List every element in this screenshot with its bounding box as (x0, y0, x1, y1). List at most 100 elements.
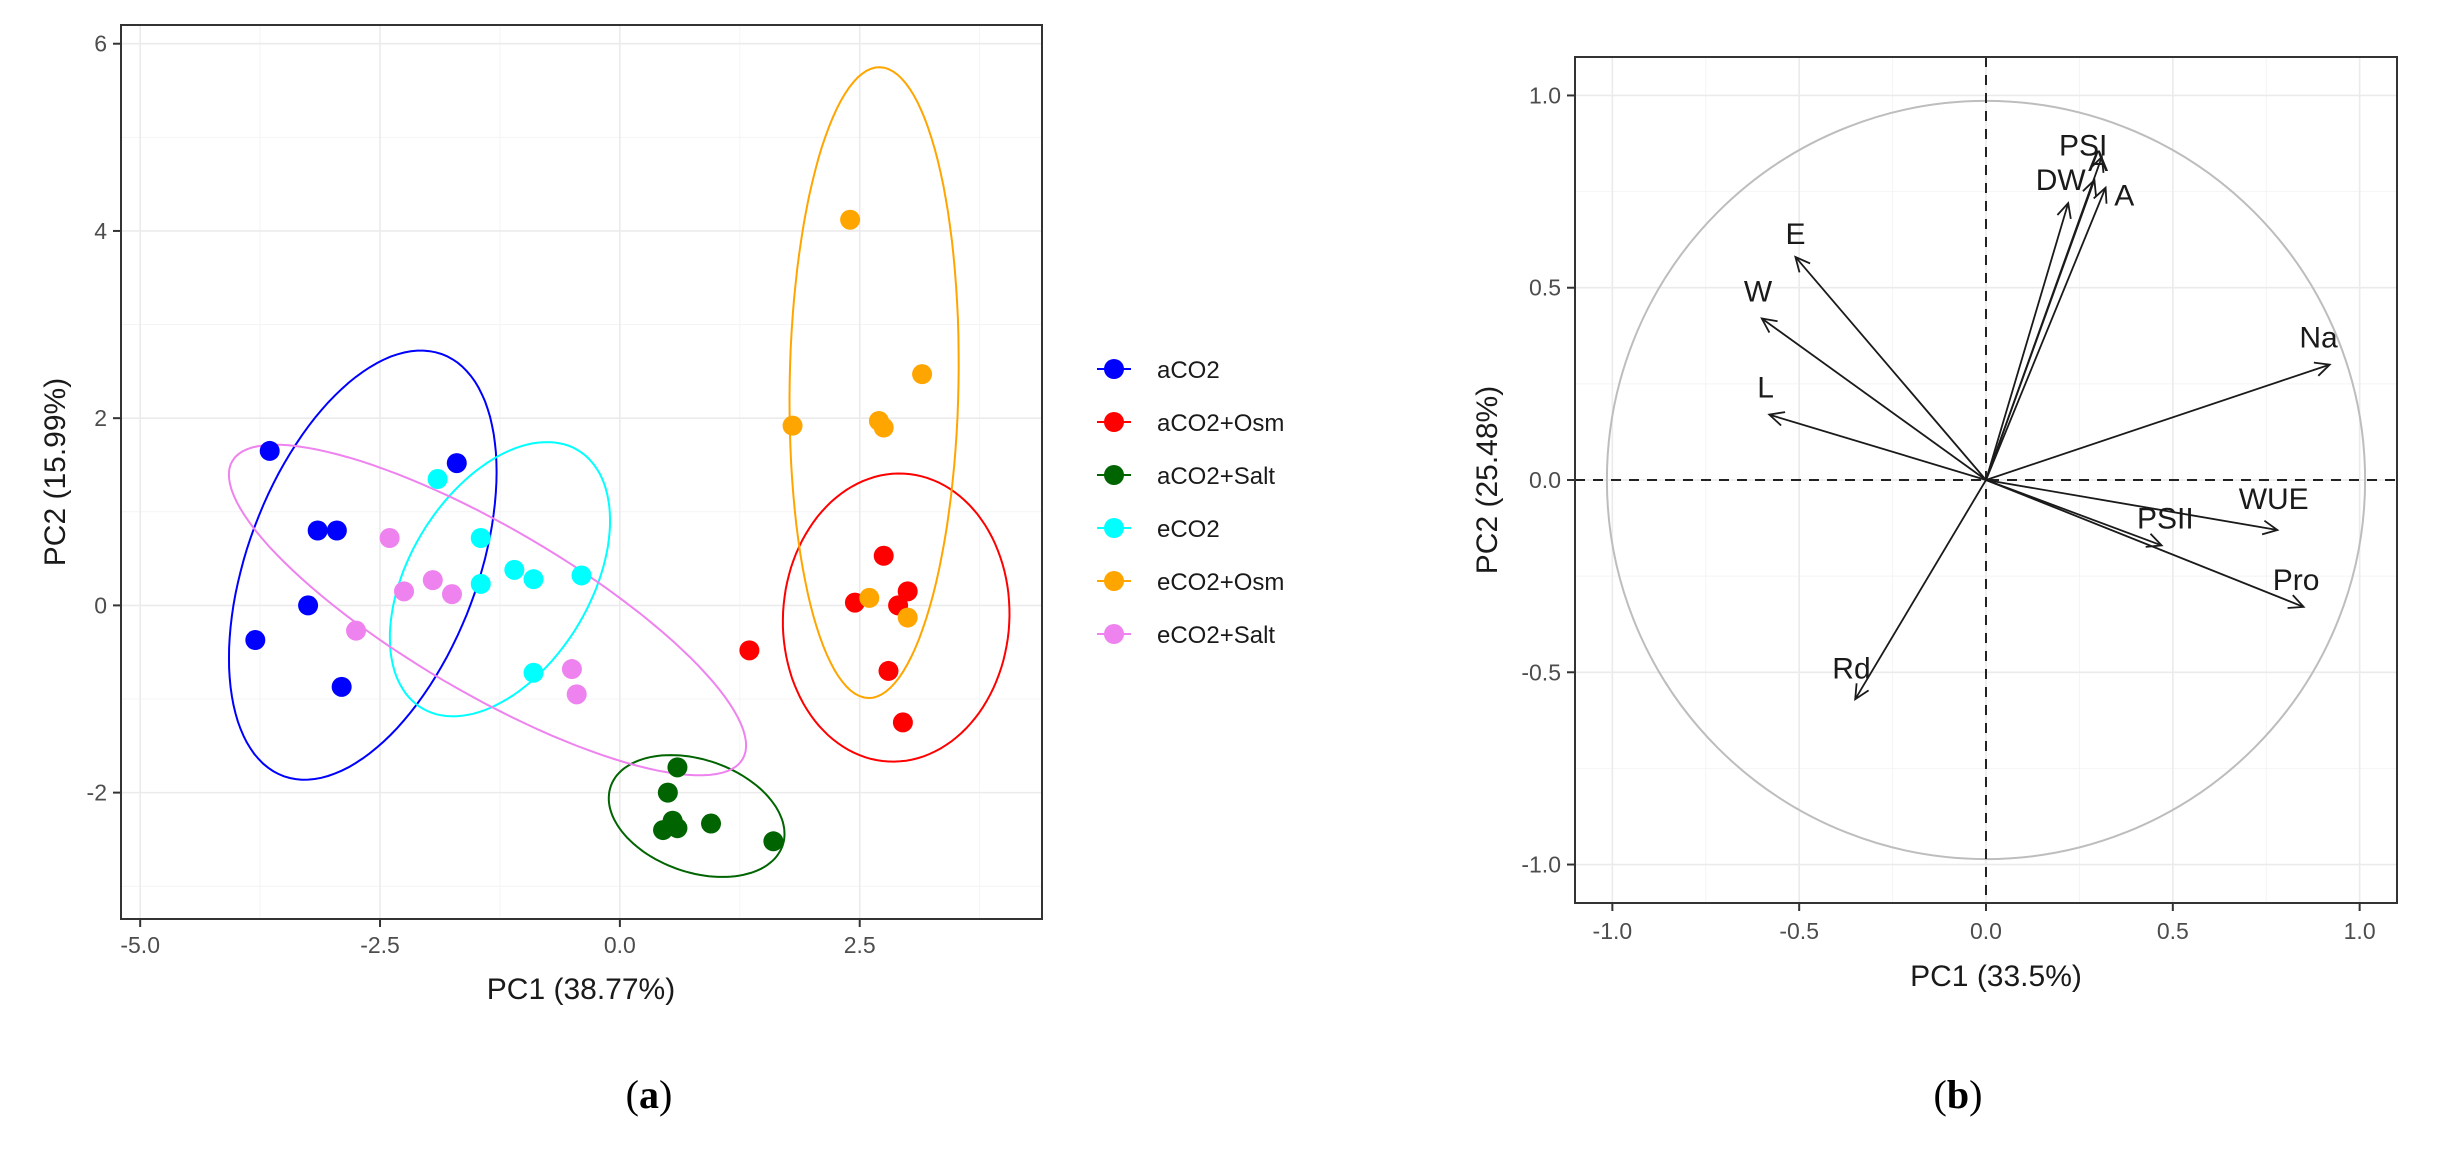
point-eCO2 (523, 569, 544, 590)
vector-L (1769, 413, 1987, 481)
vector-A (1985, 187, 2107, 481)
point-eCO2+Salt (441, 584, 462, 605)
vector-arrowhead-A (2082, 178, 2097, 197)
point-eCO2+Salt (566, 684, 587, 705)
point-aCO2 (446, 453, 467, 474)
point-aCO2 (259, 440, 280, 461)
vector-arrowhead-W (1760, 317, 1778, 334)
vector-A (1985, 179, 2096, 481)
vector-arrowhead-Na (2313, 361, 2332, 377)
vector-arrowhead-WUE (2261, 519, 2280, 536)
legend-label: aCO2 (1157, 357, 1220, 384)
legend-key-aCO2+Osm (1104, 412, 1124, 432)
ellipse-eCO2+Osm (788, 66, 960, 700)
panel-a-x-axis-title: PC1 (38.77%) (487, 973, 675, 1006)
point-aCO2+Osm (878, 660, 899, 681)
panel-b-y-axis-title: PC2 (25.48%) (1471, 386, 1504, 574)
caption-b-letter: b (1947, 1072, 1969, 1117)
x-tick-label: 0.5 (2157, 918, 2189, 944)
vector-arrowhead-L (1767, 411, 1786, 427)
vector-arrowhead-A (2093, 185, 2108, 204)
panel-a-legend: aCO2 aCO2+Osm aCO2+Salt eCO2 eCO2+Osm eCO2+Sa… (1097, 357, 1284, 649)
point-aCO2+Salt (701, 813, 722, 834)
legend-label: eCO2 (1157, 516, 1220, 543)
point-eCO2 (504, 559, 525, 580)
vector-label: PSII (2137, 502, 2194, 535)
ellipse-eCO2+Salt (227, 443, 748, 777)
legend-label: aCO2+Salt (1157, 463, 1275, 490)
vector-label: DW (2036, 164, 2087, 197)
vector-arrowhead-DW (2056, 201, 2072, 220)
legend-label: aCO2+Osm (1157, 410, 1284, 437)
vector-label: WUE (2239, 483, 2309, 516)
point-eCO2+Osm (840, 209, 861, 230)
vector-arrowhead-PSI (2089, 155, 2105, 173)
panel-b-x-axis-title: PC1 (33.5%) (1910, 960, 2082, 993)
ellipse-aCO2 (227, 349, 498, 781)
point-aCO2 (307, 520, 328, 541)
vector-WUE (1985, 479, 2278, 531)
y-tick-label: -1.0 (1521, 852, 1561, 878)
point-eCO2+Salt (422, 570, 443, 591)
x-tick-label: 0.0 (1970, 918, 2002, 944)
point-aCO2+Salt (657, 782, 678, 803)
point-eCO2 (523, 662, 544, 683)
y-tick-label: 0.5 (1529, 275, 1561, 301)
y-tick-label: 0.0 (1529, 467, 1561, 493)
point-eCO2 (427, 469, 448, 490)
point-aCO2+Salt (763, 831, 784, 852)
point-eCO2+Osm (912, 364, 933, 385)
legend-label: eCO2+Osm (1157, 569, 1284, 596)
panel-a-pca-scatter: -5.0 -2.5 0.0 2.5 -2 0 2 4 6 PC1 (38.77%) PC2 (… (39, 24, 1284, 1006)
vector-label: PSI (2059, 129, 2107, 162)
vector-E (1794, 256, 1987, 481)
point-eCO2+Salt (346, 620, 367, 641)
point-eCO2 (470, 573, 491, 594)
point-eCO2 (571, 565, 592, 586)
y-tick-label: -2 (87, 780, 107, 806)
vector-label: Pro (2273, 564, 2320, 597)
point-aCO2 (331, 676, 352, 697)
panel-a-background (121, 25, 1042, 919)
point-eCO2+Osm (873, 417, 894, 438)
vector-arrowhead-E (1794, 255, 1811, 273)
vector-label: L (1757, 372, 1774, 405)
vector-Pro (1985, 479, 2304, 608)
vector-Na (1985, 363, 2331, 481)
point-aCO2 (326, 520, 347, 541)
x-tick-label: 2.5 (844, 932, 876, 958)
point-aCO2 (245, 630, 266, 651)
legend-key-aCO2+Salt (1104, 465, 1124, 485)
point-aCO2+Osm (892, 712, 913, 733)
point-eCO2+Osm (859, 587, 880, 608)
y-tick-label: 6 (94, 31, 107, 57)
x-tick-label: -5.0 (120, 932, 160, 958)
point-eCO2+Osm (782, 415, 803, 436)
x-tick-label: -1.0 (1593, 918, 1633, 944)
vector-label: W (1744, 276, 1773, 309)
legend-key-eCO2+Salt (1104, 624, 1124, 644)
x-tick-label: -2.5 (360, 932, 400, 958)
legend-key-aCO2 (1104, 359, 1124, 379)
vector-Rd (1854, 479, 1987, 700)
ellipse-aCO2+Osm (781, 472, 1011, 763)
vector-label: A (2114, 179, 2134, 212)
point-aCO2+Osm (739, 640, 760, 661)
point-eCO2+Salt (394, 581, 415, 602)
caption-a: (a) (626, 1072, 673, 1117)
legend-key-eCO2+Osm (1104, 571, 1124, 591)
y-tick-label: -0.5 (1521, 659, 1561, 685)
point-aCO2 (298, 595, 319, 616)
panel-a-points (245, 209, 933, 852)
point-eCO2 (470, 527, 491, 548)
vector-label: Rd (1832, 652, 1870, 685)
panel-a-x-ticks: -5.0 -2.5 0.0 2.5 (120, 919, 876, 958)
panel-a-ellipses (227, 66, 1011, 878)
point-aCO2+Salt (667, 757, 688, 778)
x-tick-label: 1.0 (2344, 918, 2376, 944)
y-tick-label: 0 (94, 592, 107, 618)
point-eCO2+Salt (561, 659, 582, 680)
y-tick-label: 1.0 (1529, 82, 1561, 108)
